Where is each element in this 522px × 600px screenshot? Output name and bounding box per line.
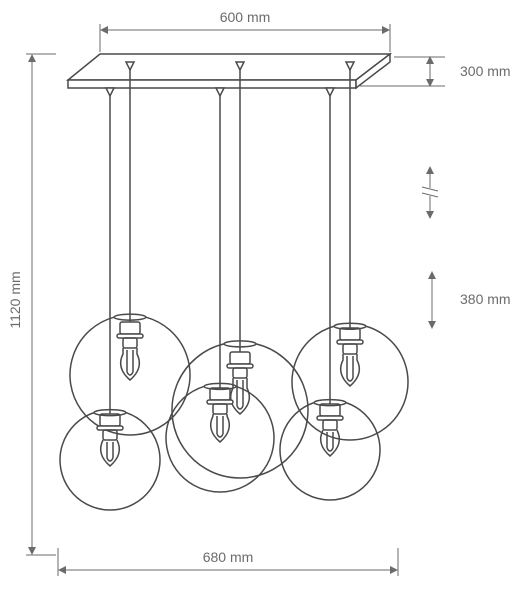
- dim-globe-height: 380 mm: [432, 275, 511, 325]
- dim-left-label: 1120 mm: [7, 271, 23, 328]
- dim-left: 1120 mm: [7, 54, 56, 555]
- dim-bottom: 680 mm: [58, 548, 398, 576]
- dim-globe-height-label: 380 mm: [460, 291, 511, 307]
- ceiling-plate: [68, 54, 390, 88]
- dim-bottom-label: 680 mm: [203, 549, 254, 565]
- pendants: [60, 62, 408, 510]
- dim-top-label: 600 mm: [220, 9, 271, 25]
- adjustable-cord-icon: [422, 170, 438, 215]
- pendant-lamp-diagram: 600 mm 1120 mm 680 mm 300 mm 380 mm: [0, 0, 522, 600]
- dim-top: 600 mm: [100, 9, 390, 52]
- dim-plate-depth-label: 300 mm: [460, 63, 511, 79]
